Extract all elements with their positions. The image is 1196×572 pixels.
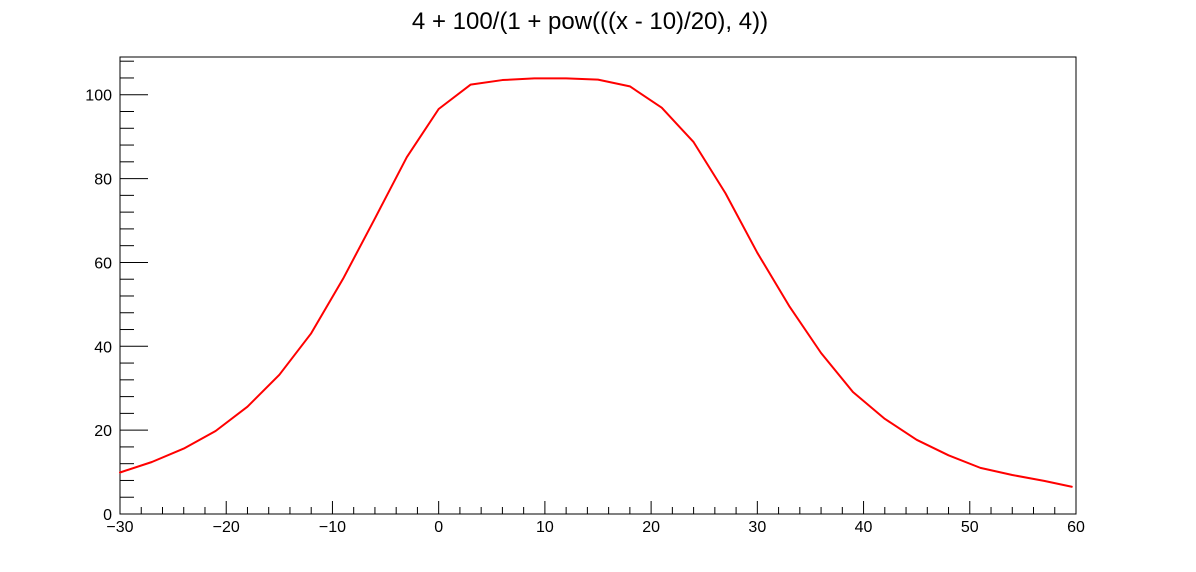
x-tick-label: 30	[748, 519, 766, 536]
data-point	[246, 406, 249, 408]
data-point	[597, 79, 599, 81]
data-point	[565, 77, 567, 79]
data-point	[724, 192, 727, 194]
x-tick-label: 0	[434, 519, 443, 536]
data-point	[661, 107, 663, 109]
plot-frame	[119, 56, 1077, 515]
data-point	[342, 278, 344, 280]
data-point	[629, 85, 631, 87]
x-tick-label: 20	[642, 519, 660, 536]
data-point	[119, 471, 121, 474]
data-point	[374, 217, 376, 220]
x-tick-label: 40	[855, 519, 873, 536]
data-point	[278, 374, 280, 376]
data-point	[406, 156, 408, 158]
data-point	[979, 467, 982, 469]
y-tick-label: 0	[103, 507, 112, 524]
y-tick-label: 40	[94, 339, 112, 356]
x-tick-label: 60	[1067, 519, 1085, 536]
data-point	[820, 352, 822, 354]
x-tick-label: −20	[213, 519, 240, 536]
data-point	[756, 252, 758, 254]
data-point	[183, 447, 185, 450]
data-point	[1043, 480, 1045, 482]
data-point	[1011, 474, 1013, 476]
data-point	[533, 77, 535, 79]
y-tick-label: 80	[94, 172, 112, 189]
x-tick-label: −10	[319, 519, 346, 536]
data-point	[151, 461, 153, 463]
x-tick-label: 50	[961, 519, 979, 536]
data-point	[788, 305, 790, 307]
data-point	[501, 79, 503, 81]
data-point	[438, 108, 440, 110]
y-tick-label: 60	[94, 255, 112, 272]
data-point	[469, 84, 472, 86]
data-point	[947, 454, 950, 456]
data-point	[884, 418, 886, 420]
chart-title: 4 + 100/(1 + pow(((x - 10)/20), 4))	[412, 8, 768, 35]
x-tick-label: 10	[536, 519, 554, 536]
data-point	[693, 141, 695, 143]
data-point	[1071, 486, 1073, 488]
data-point	[916, 439, 918, 441]
series-layer	[119, 77, 1073, 488]
x-tick-label: −30	[106, 519, 133, 536]
y-tick-label: 100	[85, 88, 112, 105]
y-tick-label: 20	[94, 423, 112, 440]
data-point	[310, 332, 312, 334]
data-point	[852, 391, 854, 393]
axes: −30 −20 −10 0 10 20 30 40 50 60 0 20 40 60 80 100	[85, 60, 1085, 536]
data-point	[215, 430, 217, 432]
